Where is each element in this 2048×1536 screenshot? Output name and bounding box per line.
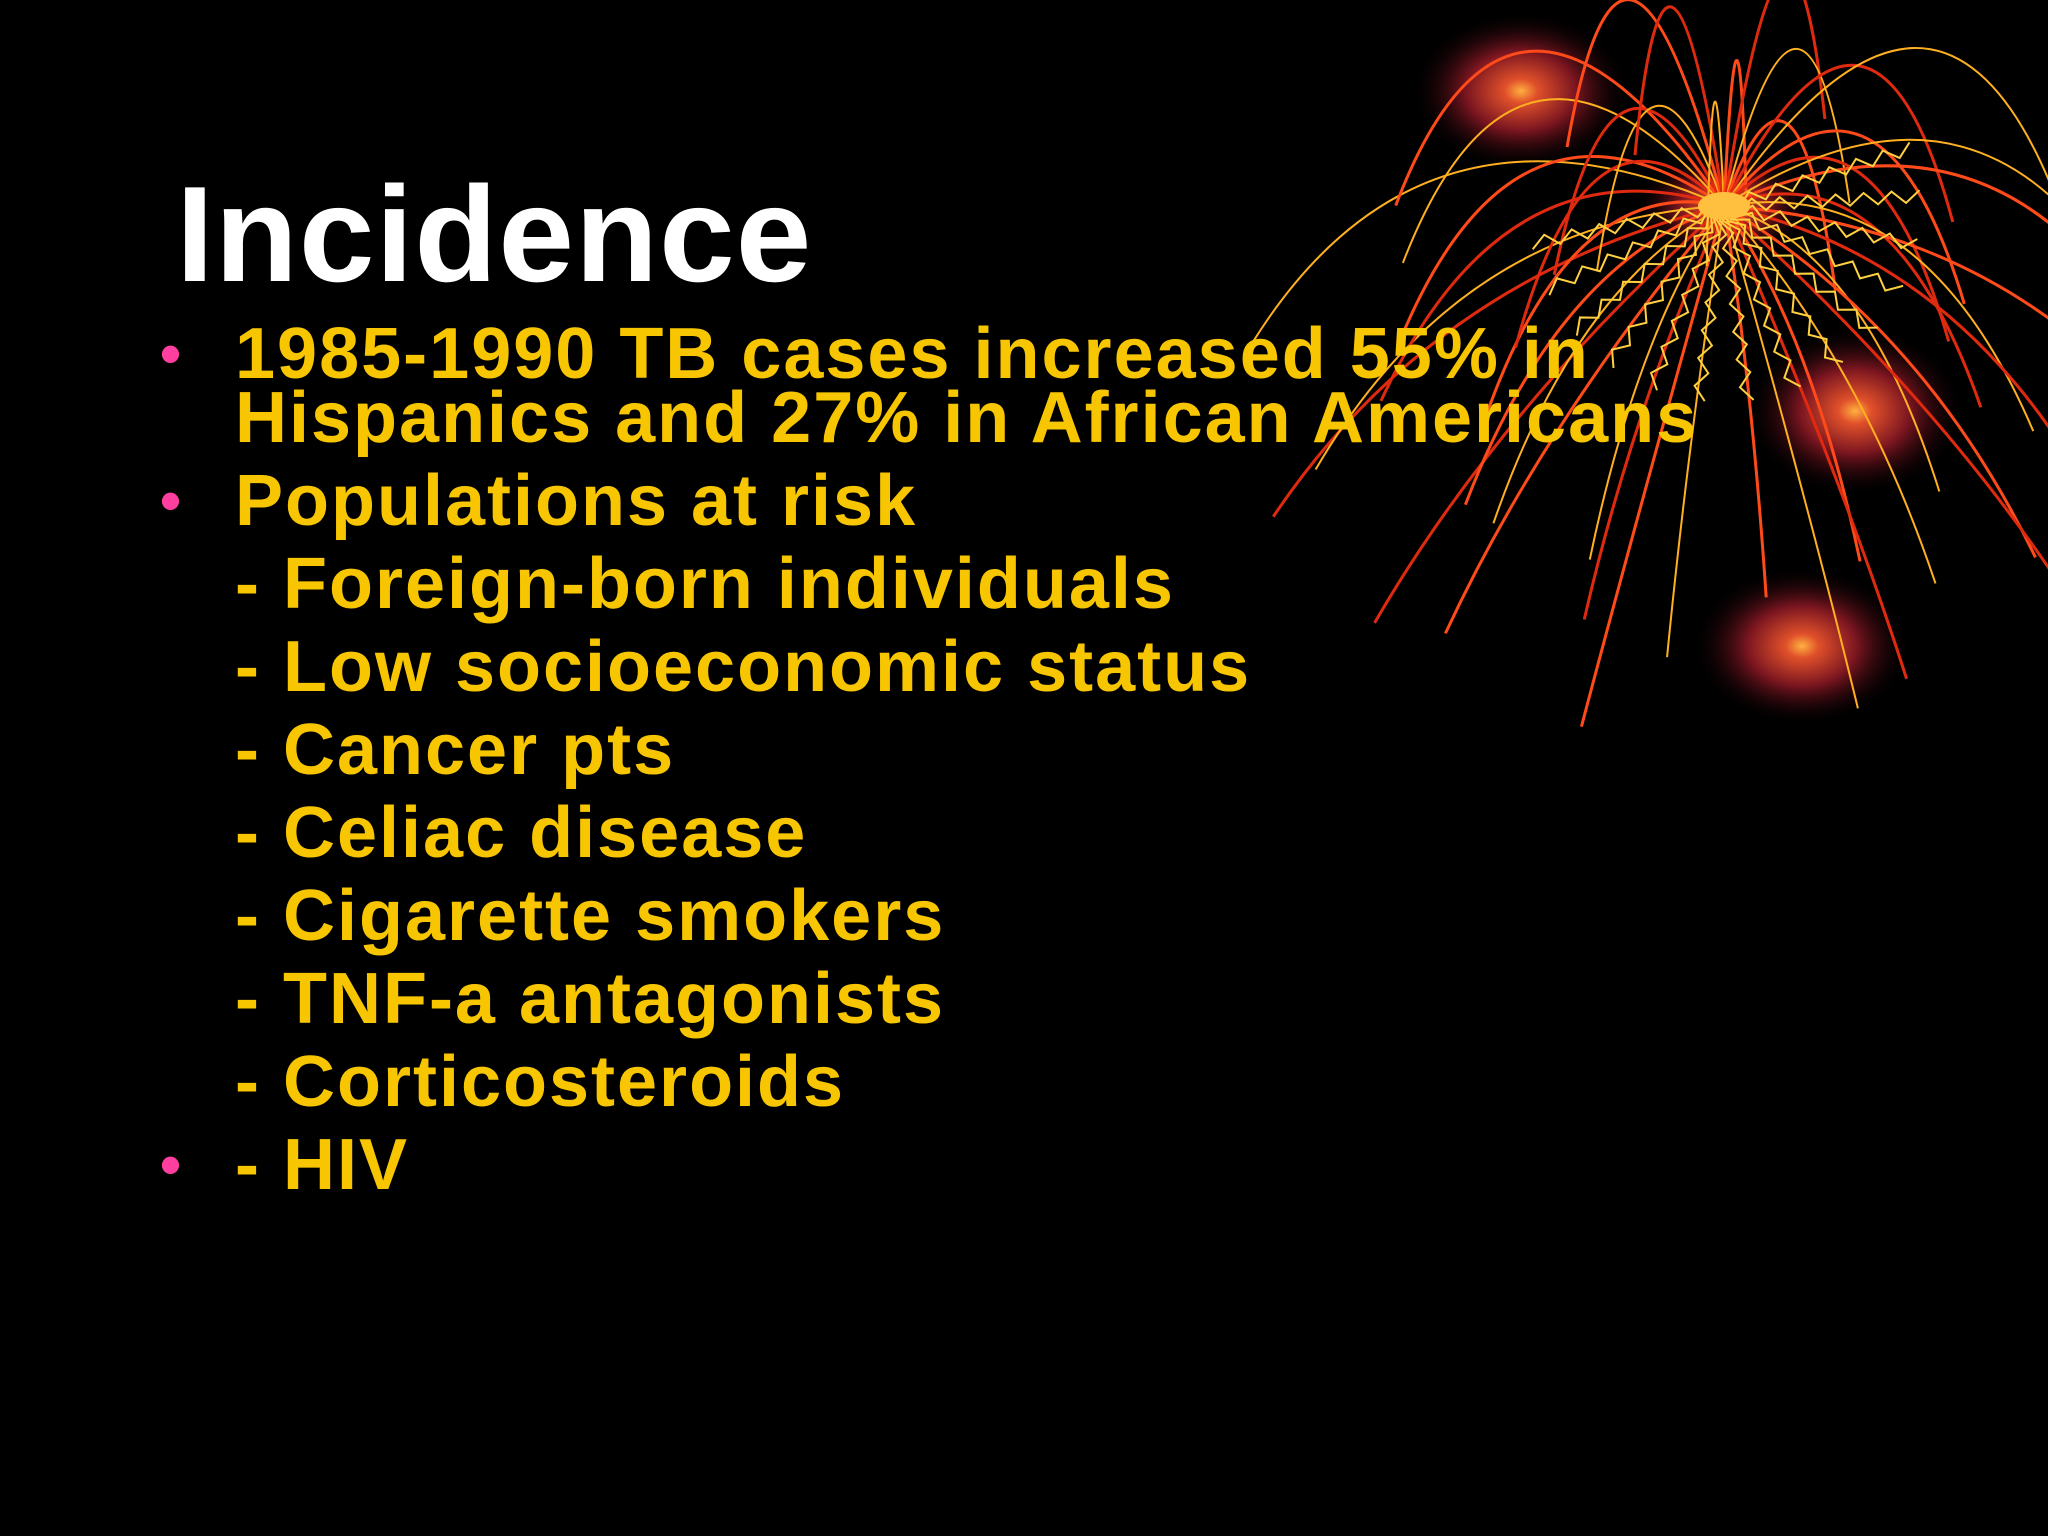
spark — [1722, 205, 1802, 388]
ray — [1722, 63, 1955, 223]
ray — [1379, 189, 1725, 402]
spark — [1723, 189, 1921, 213]
ray — [1552, 106, 1726, 275]
list-item: - Corticosteroids — [160, 1046, 1935, 1118]
ray — [1723, 204, 2037, 559]
item-text: - Cigarette smokers — [235, 876, 946, 956]
ray — [1723, 138, 2048, 207]
ray — [1444, 205, 1726, 635]
spark — [1548, 205, 1725, 296]
ray — [1514, 159, 1726, 348]
ray — [1722, 205, 1768, 598]
list-item: - Low socioeconomic status — [160, 631, 1935, 703]
spark — [1723, 205, 1878, 329]
spark — [1723, 204, 1918, 250]
ray — [1588, 205, 1725, 560]
ray — [1633, 5, 1726, 207]
ray — [1723, 205, 1859, 709]
ray — [1723, 47, 2048, 207]
list-item: • 1985-1990 TB cases increased 55% in His… — [160, 318, 1935, 454]
item-text: - Cancer pts — [235, 710, 676, 790]
list-item: - Cigarette smokers — [160, 880, 1935, 952]
spark — [1531, 201, 1725, 250]
item-text: Populations at risk — [235, 461, 918, 541]
item-text: 1985-1990 TB cases increased 55% in Hisp… — [235, 314, 1699, 458]
list-item: - TNF-a antagonists — [160, 963, 1935, 1035]
ray — [1579, 205, 1726, 728]
ray — [1394, 49, 1726, 207]
item-text: - HIV — [235, 1125, 410, 1205]
item-text: - Low socioeconomic status — [235, 627, 1252, 707]
ray — [1722, 0, 1827, 207]
ray — [1595, 104, 1725, 272]
spark — [1718, 205, 1755, 401]
ray — [1479, 200, 1725, 431]
bullet-list: • 1985-1990 TB cases increased 55% in His… — [160, 318, 1960, 1216]
ray — [1722, 59, 1749, 217]
item-text: - Corticosteroids — [235, 1042, 846, 1122]
list-item: • - HIV — [160, 1129, 1935, 1201]
ray — [1723, 192, 1983, 408]
ray — [1272, 204, 1725, 518]
ray — [1398, 155, 1725, 341]
spark — [1649, 205, 1725, 391]
bullet: • — [160, 1131, 184, 1198]
spark — [1575, 205, 1725, 336]
spark — [1693, 205, 1728, 402]
spark — [1723, 205, 1904, 292]
item-text: - Celiac disease — [235, 793, 808, 873]
ray — [1666, 205, 1725, 658]
spark — [1723, 141, 1911, 209]
ray — [1582, 205, 1726, 620]
list-item: • Populations at risk — [160, 465, 1935, 537]
ray — [1565, 0, 1726, 207]
ray — [1401, 98, 1725, 264]
ray — [1492, 205, 1725, 524]
bullet: • — [160, 320, 184, 387]
list-item: - Foreign-born individuals — [160, 548, 1935, 620]
ray — [1248, 160, 1725, 348]
ray — [1722, 129, 1966, 305]
item-text: - Foreign-born individuals — [235, 544, 1175, 624]
firework-core — [1698, 192, 1750, 220]
list-item: - Celiac disease — [160, 797, 1935, 869]
ray — [1723, 164, 2048, 225]
bullet: • — [160, 467, 184, 534]
ray — [1722, 204, 2048, 570]
list-item: - Cancer pts — [160, 714, 1935, 786]
slide-title: Incidence — [176, 158, 813, 310]
ray — [1723, 204, 2048, 429]
spark — [1610, 205, 1725, 369]
spark — [1723, 205, 1844, 363]
item-text: - TNF-a antagonists — [235, 959, 946, 1039]
